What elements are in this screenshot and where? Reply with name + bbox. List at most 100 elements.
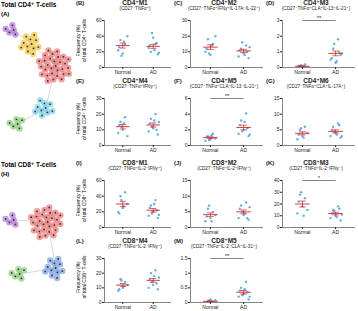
svg-text:0: 0 [277, 64, 280, 70]
svg-text:40: 40 [96, 193, 102, 199]
svg-text:Frequency (%): Frequency (%) [76, 24, 81, 56]
svg-text:AD: AD [150, 304, 157, 310]
svg-text:Normal: Normal [202, 229, 218, 235]
svg-text:Frequency (%): Frequency (%) [76, 184, 81, 216]
svg-text:20: 20 [274, 201, 280, 207]
svg-text:5: 5 [185, 208, 188, 214]
svg-text:20: 20 [182, 33, 188, 39]
svg-text:Normal: Normal [202, 147, 218, 153]
svg-text:30: 30 [96, 255, 102, 261]
svg-text:Frequency (%): Frequency (%) [76, 102, 81, 134]
svg-text:20: 20 [96, 111, 102, 117]
svg-text:10: 10 [274, 111, 280, 117]
html-text:CD8⁺M1: CD8⁺M1 [122, 159, 148, 166]
svg-text:40: 40 [274, 177, 280, 183]
svg-text:15: 15 [274, 95, 280, 101]
svg-text:0: 0 [99, 142, 102, 148]
svg-text:10: 10 [182, 48, 188, 54]
svg-text:Normal: Normal [294, 147, 310, 153]
html-text:(CD27⁻TNFα⁺CLA⁺IL-13⁺IL-21⁺): (CD27⁻TNFα⁺CLA⁺IL-13⁺IL-21⁺) [281, 5, 351, 11]
svg-text:0: 0 [185, 224, 188, 230]
svg-text:10: 10 [96, 284, 102, 290]
svg-text:10: 10 [274, 212, 280, 218]
html-text:(C): (C) [174, 0, 183, 6]
svg-text:Normal: Normal [202, 69, 218, 75]
svg-text:AD: AD [240, 229, 247, 235]
svg-text:Normal: Normal [294, 229, 310, 235]
svg-text:0: 0 [99, 64, 102, 70]
svg-text:0: 0 [185, 299, 188, 305]
svg-text:1: 1 [185, 270, 188, 276]
svg-text:AD: AD [150, 229, 157, 235]
svg-text:0: 0 [277, 142, 280, 148]
html-text:CD4⁺M1: CD4⁺M1 [122, 0, 148, 6]
svg-text:0: 0 [185, 64, 188, 70]
svg-text:AD: AD [240, 304, 247, 310]
html-text:CD4⁺M3: CD4⁺M3 [303, 0, 329, 6]
svg-text:AD: AD [240, 147, 247, 153]
svg-text:of total CD8⁺ T-cells: of total CD8⁺ T-cells [82, 255, 87, 299]
svg-text:15: 15 [182, 177, 188, 183]
html-text:CD8⁺M4: CD8⁺M4 [122, 237, 148, 244]
svg-text:1: 1 [277, 48, 280, 54]
html-text:(B): (B) [76, 0, 85, 6]
svg-text:Normal: Normal [115, 304, 131, 310]
svg-text:**: ** [225, 253, 230, 259]
svg-text:**: ** [225, 93, 230, 99]
html-text:(CD27⁻TNFα⁺IFNγ⁺IL-17A⁻IL-22⁺): (CD27⁻TNFα⁺IFNγ⁺IL-17A⁻IL-22⁺) [187, 5, 261, 11]
html-text:CD8⁺M5: CD8⁺M5 [211, 237, 237, 244]
html-text:(D): (D) [266, 0, 275, 6]
html-text:CD4⁺M6: CD4⁺M6 [303, 77, 329, 84]
svg-text:5: 5 [277, 126, 280, 132]
svg-text:AD: AD [240, 69, 247, 75]
svg-text:Frequency (%): Frequency (%) [76, 261, 81, 293]
html-text:CD8⁺M2: CD8⁺M2 [211, 159, 237, 166]
svg-text:60: 60 [96, 177, 102, 183]
html-text:CD8⁺M3: CD8⁺M3 [303, 159, 329, 166]
svg-text:AD: AD [150, 147, 157, 153]
html-text:CD4⁺M5: CD4⁺M5 [211, 77, 237, 84]
svg-text:20: 20 [96, 208, 102, 214]
svg-text:Normal: Normal [115, 147, 131, 153]
svg-text:Normal: Normal [115, 69, 131, 75]
svg-text:0: 0 [277, 224, 280, 230]
svg-text:AD: AD [150, 69, 157, 75]
svg-text:0: 0 [99, 224, 102, 230]
svg-text:AD: AD [332, 69, 339, 75]
svg-text:2: 2 [185, 126, 188, 132]
svg-text:of total CD4⁺ T-cells: of total CD4⁺ T-cells [82, 96, 87, 140]
svg-text:1.5: 1.5 [181, 255, 188, 261]
svg-text:of total CD4⁺ T-cells: of total CD4⁺ T-cells [82, 18, 87, 62]
svg-text:AD: AD [332, 229, 339, 235]
svg-text:Total CD4⁺ T-cells: Total CD4⁺ T-cells [1, 1, 57, 8]
svg-text:20: 20 [96, 270, 102, 276]
svg-text:Normal: Normal [115, 229, 131, 235]
svg-text:30: 30 [96, 95, 102, 101]
svg-text:10: 10 [182, 193, 188, 199]
svg-text:Total CD8⁺ T-cells: Total CD8⁺ T-cells [1, 161, 57, 168]
svg-text:30: 30 [182, 17, 188, 23]
svg-text:0: 0 [99, 299, 102, 305]
html-text:CD4⁺M2: CD4⁺M2 [211, 0, 237, 6]
svg-text:(A): (A) [1, 11, 9, 17]
svg-text:Normal: Normal [294, 69, 310, 75]
svg-text:0: 0 [185, 142, 188, 148]
svg-text:40: 40 [96, 33, 102, 39]
html-text:CD4⁺M4: CD4⁺M4 [122, 77, 148, 84]
svg-text:20: 20 [96, 48, 102, 54]
svg-text:*: * [318, 175, 321, 181]
svg-text:AD: AD [332, 147, 339, 153]
svg-text:6: 6 [185, 95, 188, 101]
svg-text:3: 3 [277, 17, 280, 23]
svg-text:2: 2 [277, 33, 280, 39]
svg-text:**: ** [317, 15, 322, 21]
html-text:(CD27⁻TNFα⁺): (CD27⁻TNFα⁺) [119, 5, 151, 11]
svg-text:10: 10 [96, 126, 102, 132]
svg-text:30: 30 [274, 189, 280, 195]
svg-text:4: 4 [185, 111, 188, 117]
svg-text:of total CD8⁺ T-cells: of total CD8⁺ T-cells [82, 178, 87, 222]
svg-text:(H): (H) [1, 171, 9, 177]
svg-text:0.5: 0.5 [181, 284, 188, 290]
svg-text:Normal: Normal [202, 304, 218, 310]
svg-text:60: 60 [96, 17, 102, 23]
